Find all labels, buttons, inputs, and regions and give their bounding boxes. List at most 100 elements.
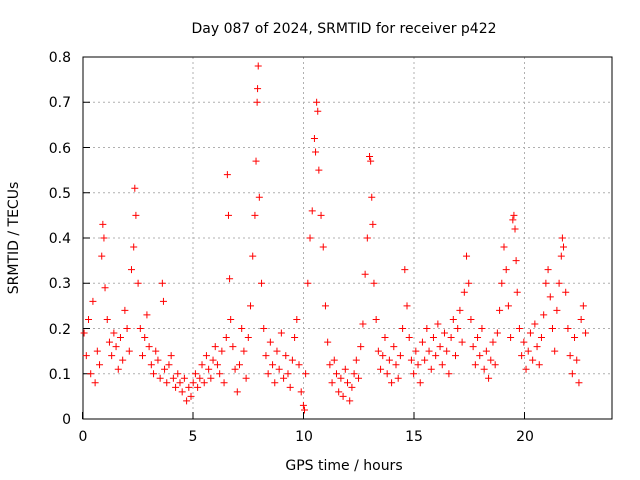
data-point-0-165	[414, 361, 422, 369]
data-point-0-187	[463, 252, 471, 260]
data-point-0-158	[399, 325, 407, 332]
data-point-0-19	[119, 356, 127, 364]
data-point-0-206	[504, 302, 512, 310]
data-point-0-25	[131, 184, 139, 192]
data-point-0-35	[152, 347, 160, 355]
data-point-0-136	[355, 374, 363, 382]
data-point-0-125	[330, 356, 338, 364]
data-point-0-178	[443, 347, 451, 355]
data-point-0-148	[377, 365, 385, 373]
data-point-0-131	[344, 379, 351, 387]
data-point-0-130	[341, 365, 349, 373]
data-point-0-182	[452, 352, 460, 360]
data-point-0-216	[522, 365, 530, 373]
data-point-0-73	[229, 343, 237, 351]
data-point-0-45	[172, 383, 180, 391]
data-point-0-173	[432, 352, 440, 360]
x-tick-label-20: 20	[516, 429, 534, 445]
data-point-0-219	[529, 356, 537, 364]
data-point-0-94	[269, 361, 277, 369]
data-point-0-242	[577, 315, 585, 323]
data-point-0-220	[531, 320, 539, 328]
data-point-0-84	[252, 157, 260, 165]
data-point-0-33	[147, 361, 155, 369]
data-point-0-93	[266, 338, 274, 346]
data-point-0-43	[167, 352, 175, 360]
data-point-0-159	[401, 266, 409, 274]
data-point-0-153	[388, 379, 396, 387]
data-point-0-193	[476, 352, 484, 360]
data-point-0-21	[123, 325, 131, 332]
data-point-0-138	[359, 320, 367, 328]
data-point-0-91	[262, 352, 270, 360]
data-point-0-229	[551, 347, 559, 355]
data-point-0-152	[385, 356, 393, 364]
data-point-0-92	[264, 370, 272, 378]
data-point-0-54	[191, 370, 199, 378]
data-point-0-55	[194, 383, 202, 391]
data-point-0-184	[456, 306, 464, 314]
data-point-0-196	[482, 347, 490, 355]
y-tick-label-0.3: 0.3	[49, 276, 71, 292]
data-point-0-151	[383, 370, 391, 378]
data-point-0-69	[223, 171, 231, 179]
data-point-0-124	[328, 379, 336, 387]
data-point-0-188	[465, 279, 473, 287]
data-point-0-108	[299, 401, 307, 409]
data-point-0-145	[370, 279, 378, 287]
data-point-0-6	[93, 347, 101, 355]
data-point-0-115	[312, 148, 320, 156]
data-point-0-218	[526, 329, 534, 337]
data-point-0-142	[367, 157, 375, 165]
data-point-0-231	[555, 279, 563, 287]
data-point-0-163	[410, 370, 418, 378]
chart-title: Day 087 of 2024, SRMTID for receiver p42…	[191, 21, 496, 37]
data-point-0-233	[558, 234, 566, 242]
data-point-0-147	[374, 347, 382, 355]
data-point-0-237	[566, 352, 574, 360]
data-point-0-207	[507, 334, 515, 342]
data-point-0-97	[275, 365, 283, 373]
data-point-0-9	[99, 220, 107, 228]
data-point-0-24	[130, 243, 138, 251]
y-tick-label-0.2: 0.2	[49, 322, 71, 338]
data-point-0-3	[87, 370, 95, 378]
plot-area-border	[82, 56, 613, 420]
data-point-0-83	[251, 211, 259, 219]
data-point-0-37	[156, 374, 164, 382]
data-point-0-123	[326, 361, 334, 369]
data-point-0-135	[352, 356, 360, 364]
data-point-0-29	[139, 352, 147, 360]
data-point-0-143	[368, 193, 376, 201]
data-point-0-126	[332, 370, 340, 378]
y-tick-label-0.4: 0.4	[49, 231, 71, 247]
data-point-0-221	[533, 343, 541, 351]
data-point-0-95	[271, 379, 279, 387]
data-point-0-119	[317, 211, 325, 219]
data-point-0-154	[390, 343, 398, 351]
data-point-0-175	[436, 343, 444, 351]
data-point-0-56	[196, 374, 204, 382]
data-point-0-169	[423, 325, 431, 332]
data-point-0-77	[238, 325, 246, 332]
data-point-0-239	[571, 334, 579, 342]
data-point-0-128	[337, 374, 345, 382]
data-point-0-78	[240, 347, 248, 355]
data-point-0-228	[548, 325, 556, 332]
data-point-0-176	[438, 361, 446, 369]
data-point-0-113	[308, 207, 316, 215]
data-point-0-47	[176, 379, 184, 387]
data-point-0-117	[314, 107, 322, 115]
data-point-0-13	[105, 338, 113, 346]
data-point-0-96	[273, 347, 281, 355]
y-tick-label-0.1: 0.1	[49, 367, 71, 383]
data-point-0-32	[145, 343, 153, 351]
data-point-0-155	[392, 361, 400, 369]
data-point-0-209	[510, 211, 518, 219]
data-point-0-234	[560, 243, 568, 251]
data-point-0-157	[396, 352, 404, 360]
data-point-0-28	[136, 325, 144, 332]
data-point-0-120	[319, 243, 327, 251]
data-point-0-186	[460, 288, 468, 296]
data-point-0-211	[512, 257, 520, 265]
